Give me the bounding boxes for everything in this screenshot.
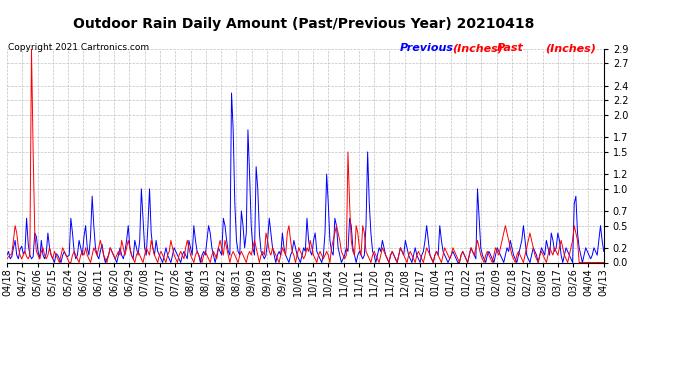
Text: Copyright 2021 Cartronics.com: Copyright 2021 Cartronics.com (8, 43, 150, 52)
Text: Previous: Previous (400, 43, 454, 53)
Text: Outdoor Rain Daily Amount (Past/Previous Year) 20210418: Outdoor Rain Daily Amount (Past/Previous… (73, 17, 534, 31)
Text: (Inches): (Inches) (452, 43, 503, 53)
Text: (Inches): (Inches) (545, 43, 596, 53)
Text: Past: Past (497, 43, 524, 53)
